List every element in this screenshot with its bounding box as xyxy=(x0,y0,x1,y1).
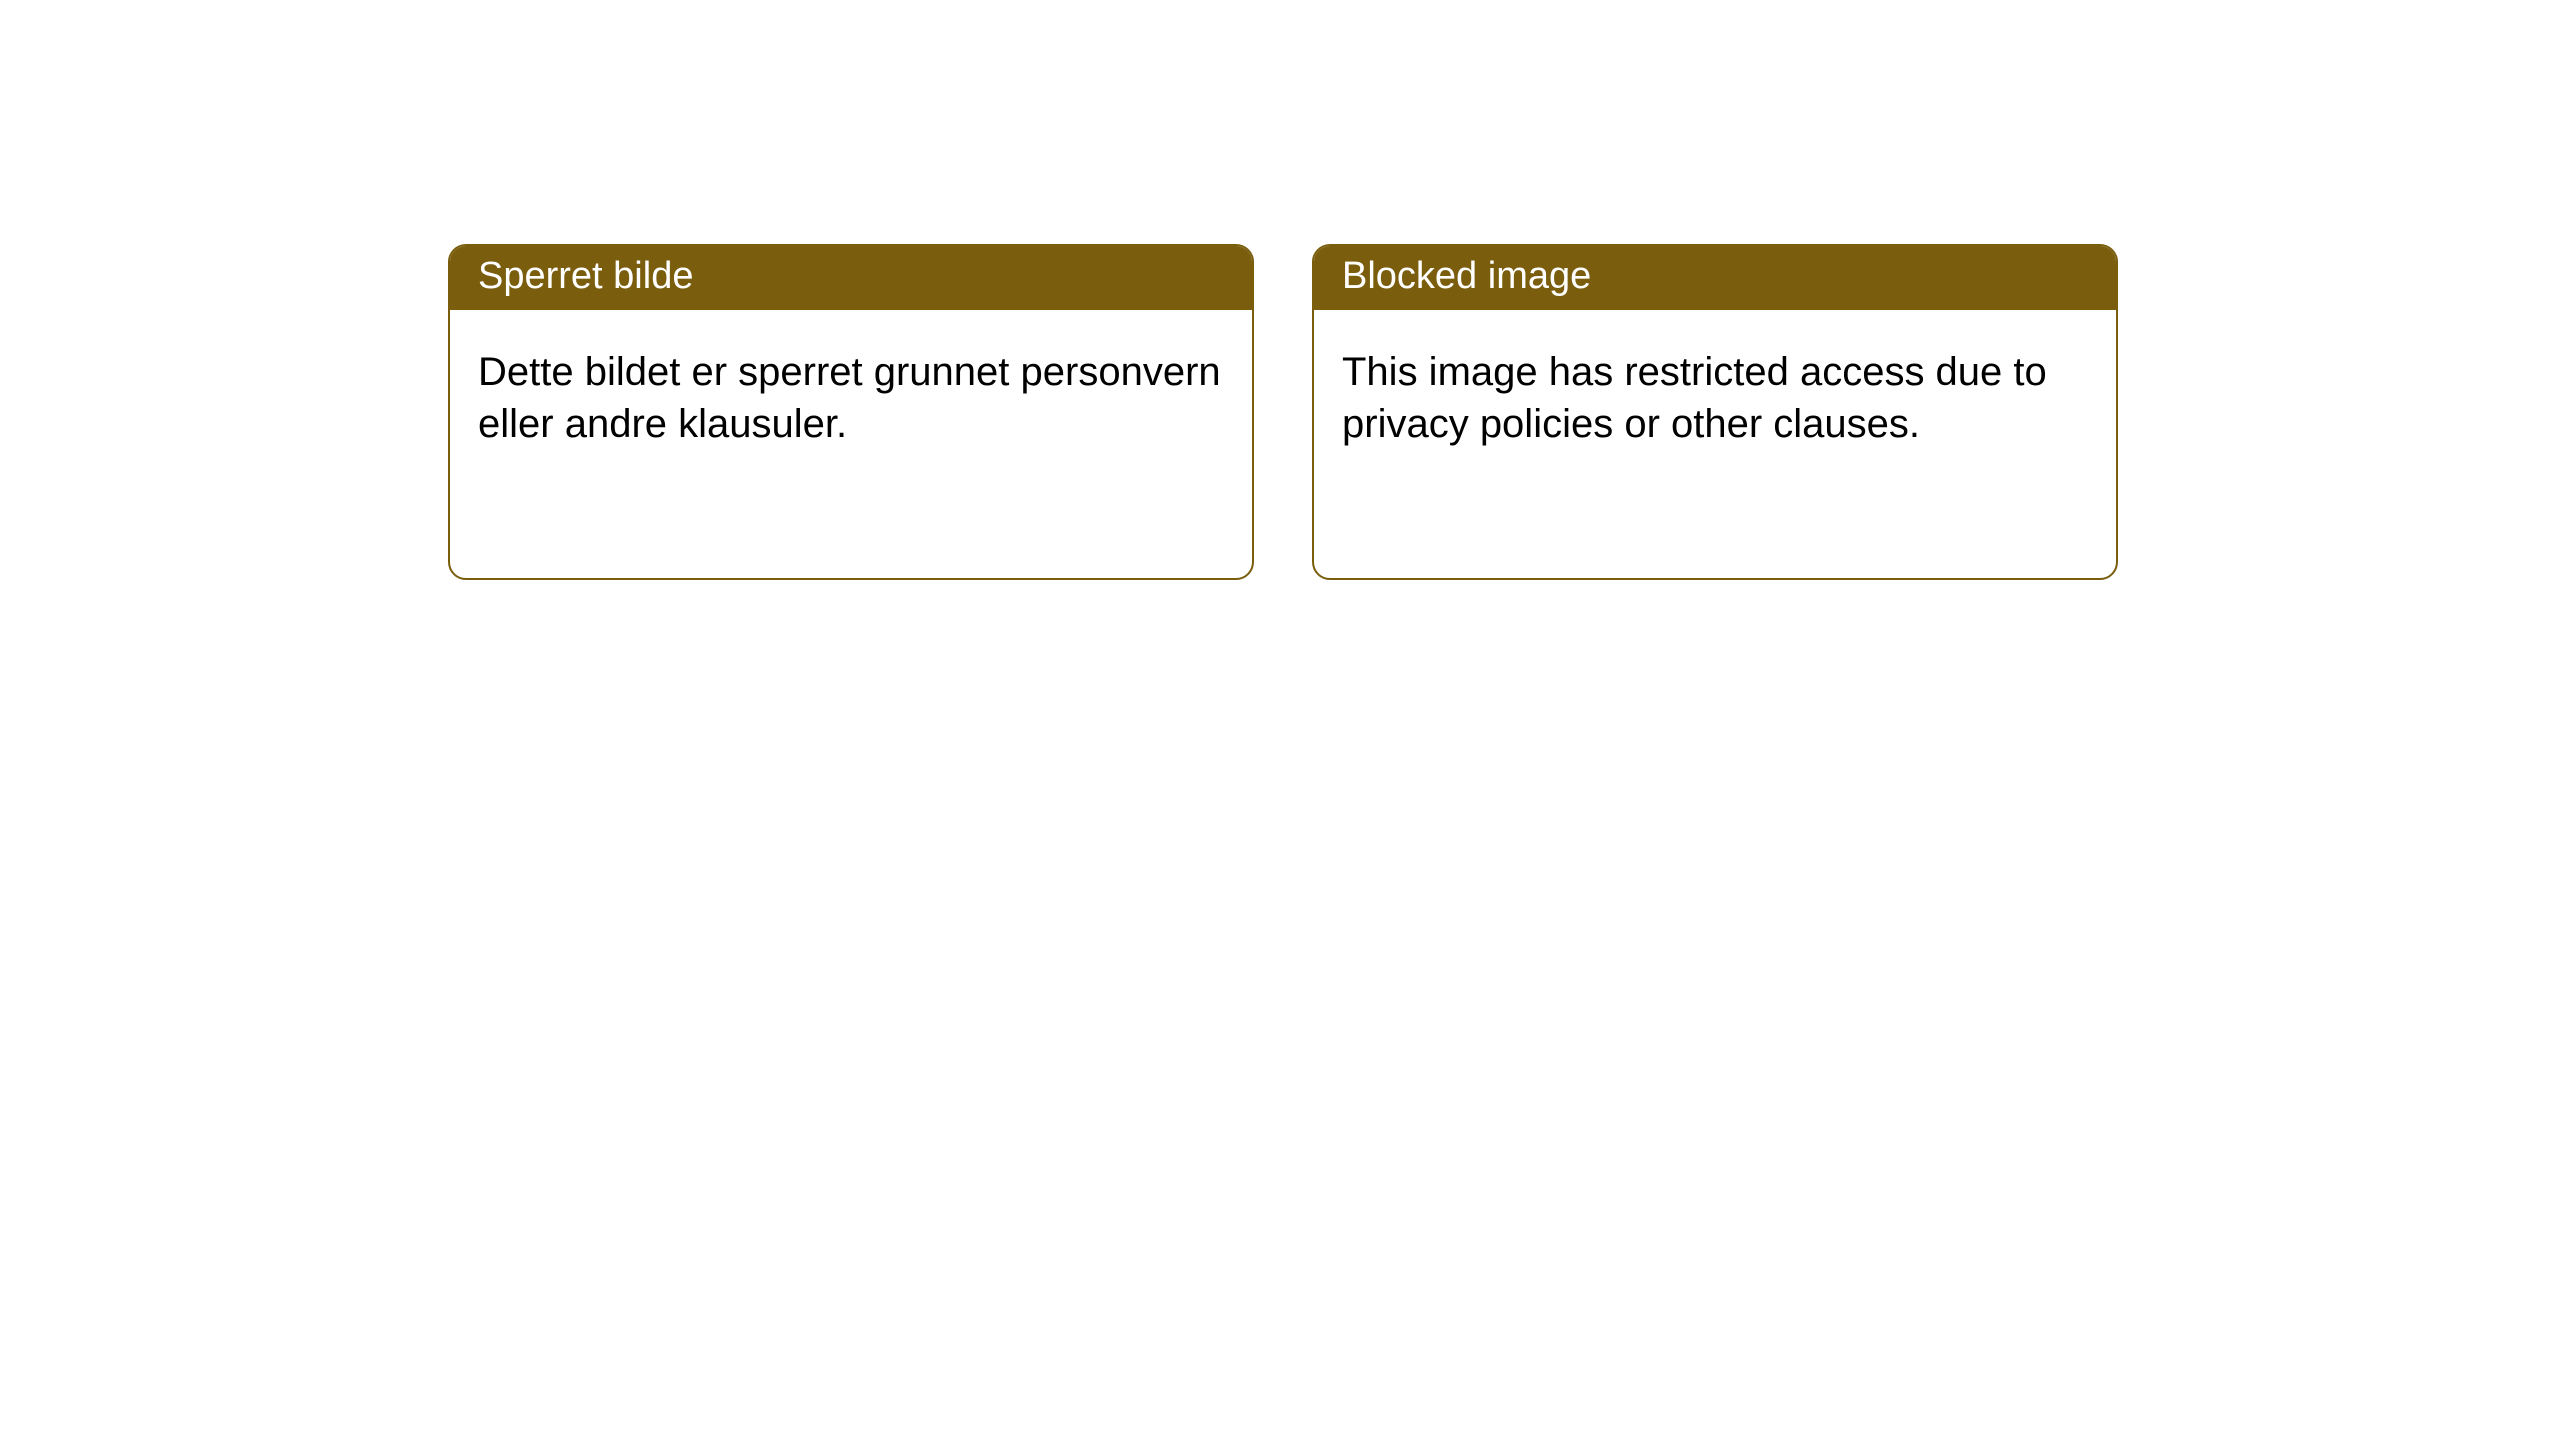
notice-card-norwegian: Sperret bilde Dette bildet er sperret gr… xyxy=(448,244,1254,580)
notice-cards-container: Sperret bilde Dette bildet er sperret gr… xyxy=(0,0,2560,580)
notice-card-body: Dette bildet er sperret grunnet personve… xyxy=(450,310,1252,478)
notice-card-body: This image has restricted access due to … xyxy=(1314,310,2116,478)
notice-card-english: Blocked image This image has restricted … xyxy=(1312,244,2118,580)
notice-card-title: Blocked image xyxy=(1314,246,2116,310)
notice-card-title: Sperret bilde xyxy=(450,246,1252,310)
